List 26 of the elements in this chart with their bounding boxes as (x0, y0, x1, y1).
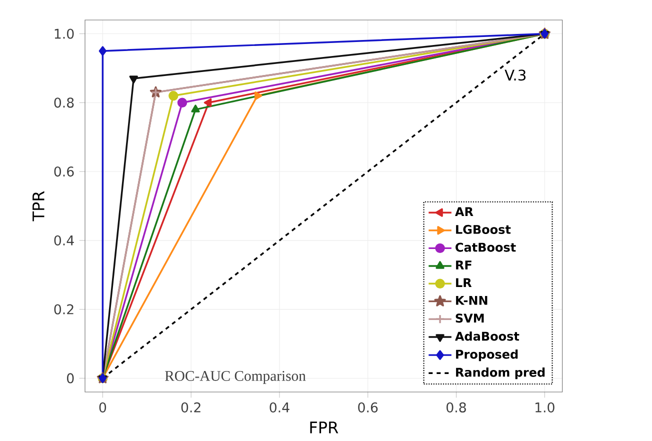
y-tick-label: 1.0 (54, 28, 74, 39)
x-tick-label: 0.8 (446, 402, 466, 412)
x-axis-title: FPR (310, 422, 338, 434)
legend-label: K-NN (456, 296, 488, 305)
x-tick-label: 0.2 (181, 402, 200, 412)
y-tick-label: 0.4 (54, 235, 74, 246)
annotation: V.3 (504, 70, 526, 81)
legend-label: AdaBoost (455, 331, 520, 341)
y-tick-label: 0 (67, 373, 74, 384)
y-tick-label: 0.2 (54, 304, 74, 314)
y-tick-label: 0.8 (54, 98, 74, 108)
legend-label: Proposed (456, 350, 518, 362)
y-axis-title: TPR (32, 191, 44, 222)
x-tick-label: 0.6 (358, 402, 378, 412)
legend-label: SVM (456, 314, 484, 323)
legend-label: AR (455, 207, 474, 216)
annotation: ROC-AUC Comparison (165, 371, 306, 384)
x-tick-label: 0.4 (270, 402, 290, 412)
legend-label: Random pred (456, 368, 545, 380)
legend-label: LR (456, 278, 472, 288)
y-tick-label: 0.6 (54, 166, 74, 177)
x-tick-label: 0 (99, 402, 106, 412)
legend-label: LGBoost (456, 224, 511, 234)
legend-label: CatBoost (456, 242, 516, 252)
legend-label: RF (456, 260, 472, 270)
x-tick-label: 1.0 (536, 402, 554, 412)
